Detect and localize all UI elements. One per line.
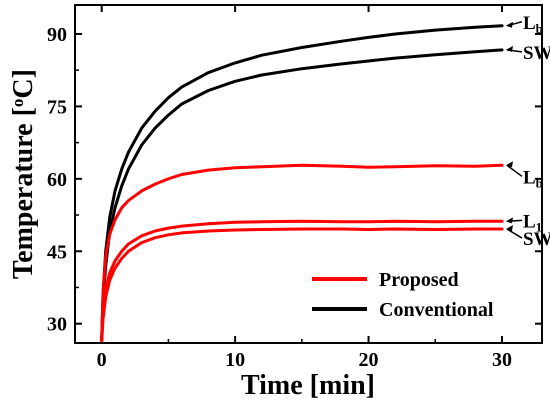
y-axis-title-suffix: C] bbox=[8, 69, 39, 99]
series-layer bbox=[100, 24, 504, 343]
x-tick-label: 0 bbox=[97, 349, 107, 371]
series-line-proposed-sw bbox=[100, 227, 504, 343]
label-arrow bbox=[506, 164, 523, 177]
x-axis-title: Time [min] bbox=[241, 370, 375, 401]
x-tick-label: 20 bbox=[359, 349, 379, 371]
series-end-label: SW bbox=[505, 225, 550, 250]
y-tick-label: 75 bbox=[47, 96, 67, 118]
legend-label-conventional: Conventional bbox=[379, 299, 494, 321]
series-line-conventional-sw bbox=[100, 48, 504, 343]
y-axis-title-prefix: Temperature [ bbox=[8, 107, 39, 279]
y-tick-label: 90 bbox=[47, 24, 67, 46]
label-arrowhead bbox=[505, 45, 513, 52]
series-label-text: Lb bbox=[523, 13, 543, 36]
label-arrowhead bbox=[505, 21, 513, 28]
plot-frame bbox=[74, 4, 543, 344]
label-arrowhead bbox=[505, 161, 513, 168]
series-line-proposed-l1 bbox=[100, 219, 504, 343]
series-label-text: SW bbox=[523, 229, 550, 250]
x-tick-label: 30 bbox=[492, 349, 512, 371]
series-end-label: SW bbox=[505, 43, 550, 64]
y-tick-label: 60 bbox=[47, 169, 67, 191]
y-axis-title: Temperature [oC] bbox=[8, 69, 40, 279]
y-tick-label: 45 bbox=[47, 241, 67, 263]
series-end-label: L1 bbox=[505, 211, 542, 234]
label-arrowhead bbox=[505, 217, 513, 224]
legend-label-proposed: Proposed bbox=[379, 269, 459, 291]
series-end-label: Lb bbox=[505, 161, 543, 190]
series-line-proposed-lb bbox=[100, 163, 504, 343]
series-label-text: SW bbox=[523, 43, 550, 64]
y-axis-ticks: 30 45 60 75 90 bbox=[47, 24, 542, 336]
y-tick-label: 30 bbox=[47, 314, 67, 336]
series-line-conventional-lb bbox=[100, 24, 504, 343]
y-axis-title-sup: o bbox=[8, 99, 27, 108]
x-tick-label: 10 bbox=[225, 349, 245, 371]
series-label-text: Lb bbox=[523, 167, 543, 190]
series-label-text: L1 bbox=[523, 211, 542, 234]
label-arrow bbox=[506, 228, 523, 239]
series-end-label: Lb bbox=[505, 13, 543, 36]
label-arrowhead bbox=[505, 225, 513, 232]
legend: Proposed Conventional bbox=[312, 269, 494, 321]
